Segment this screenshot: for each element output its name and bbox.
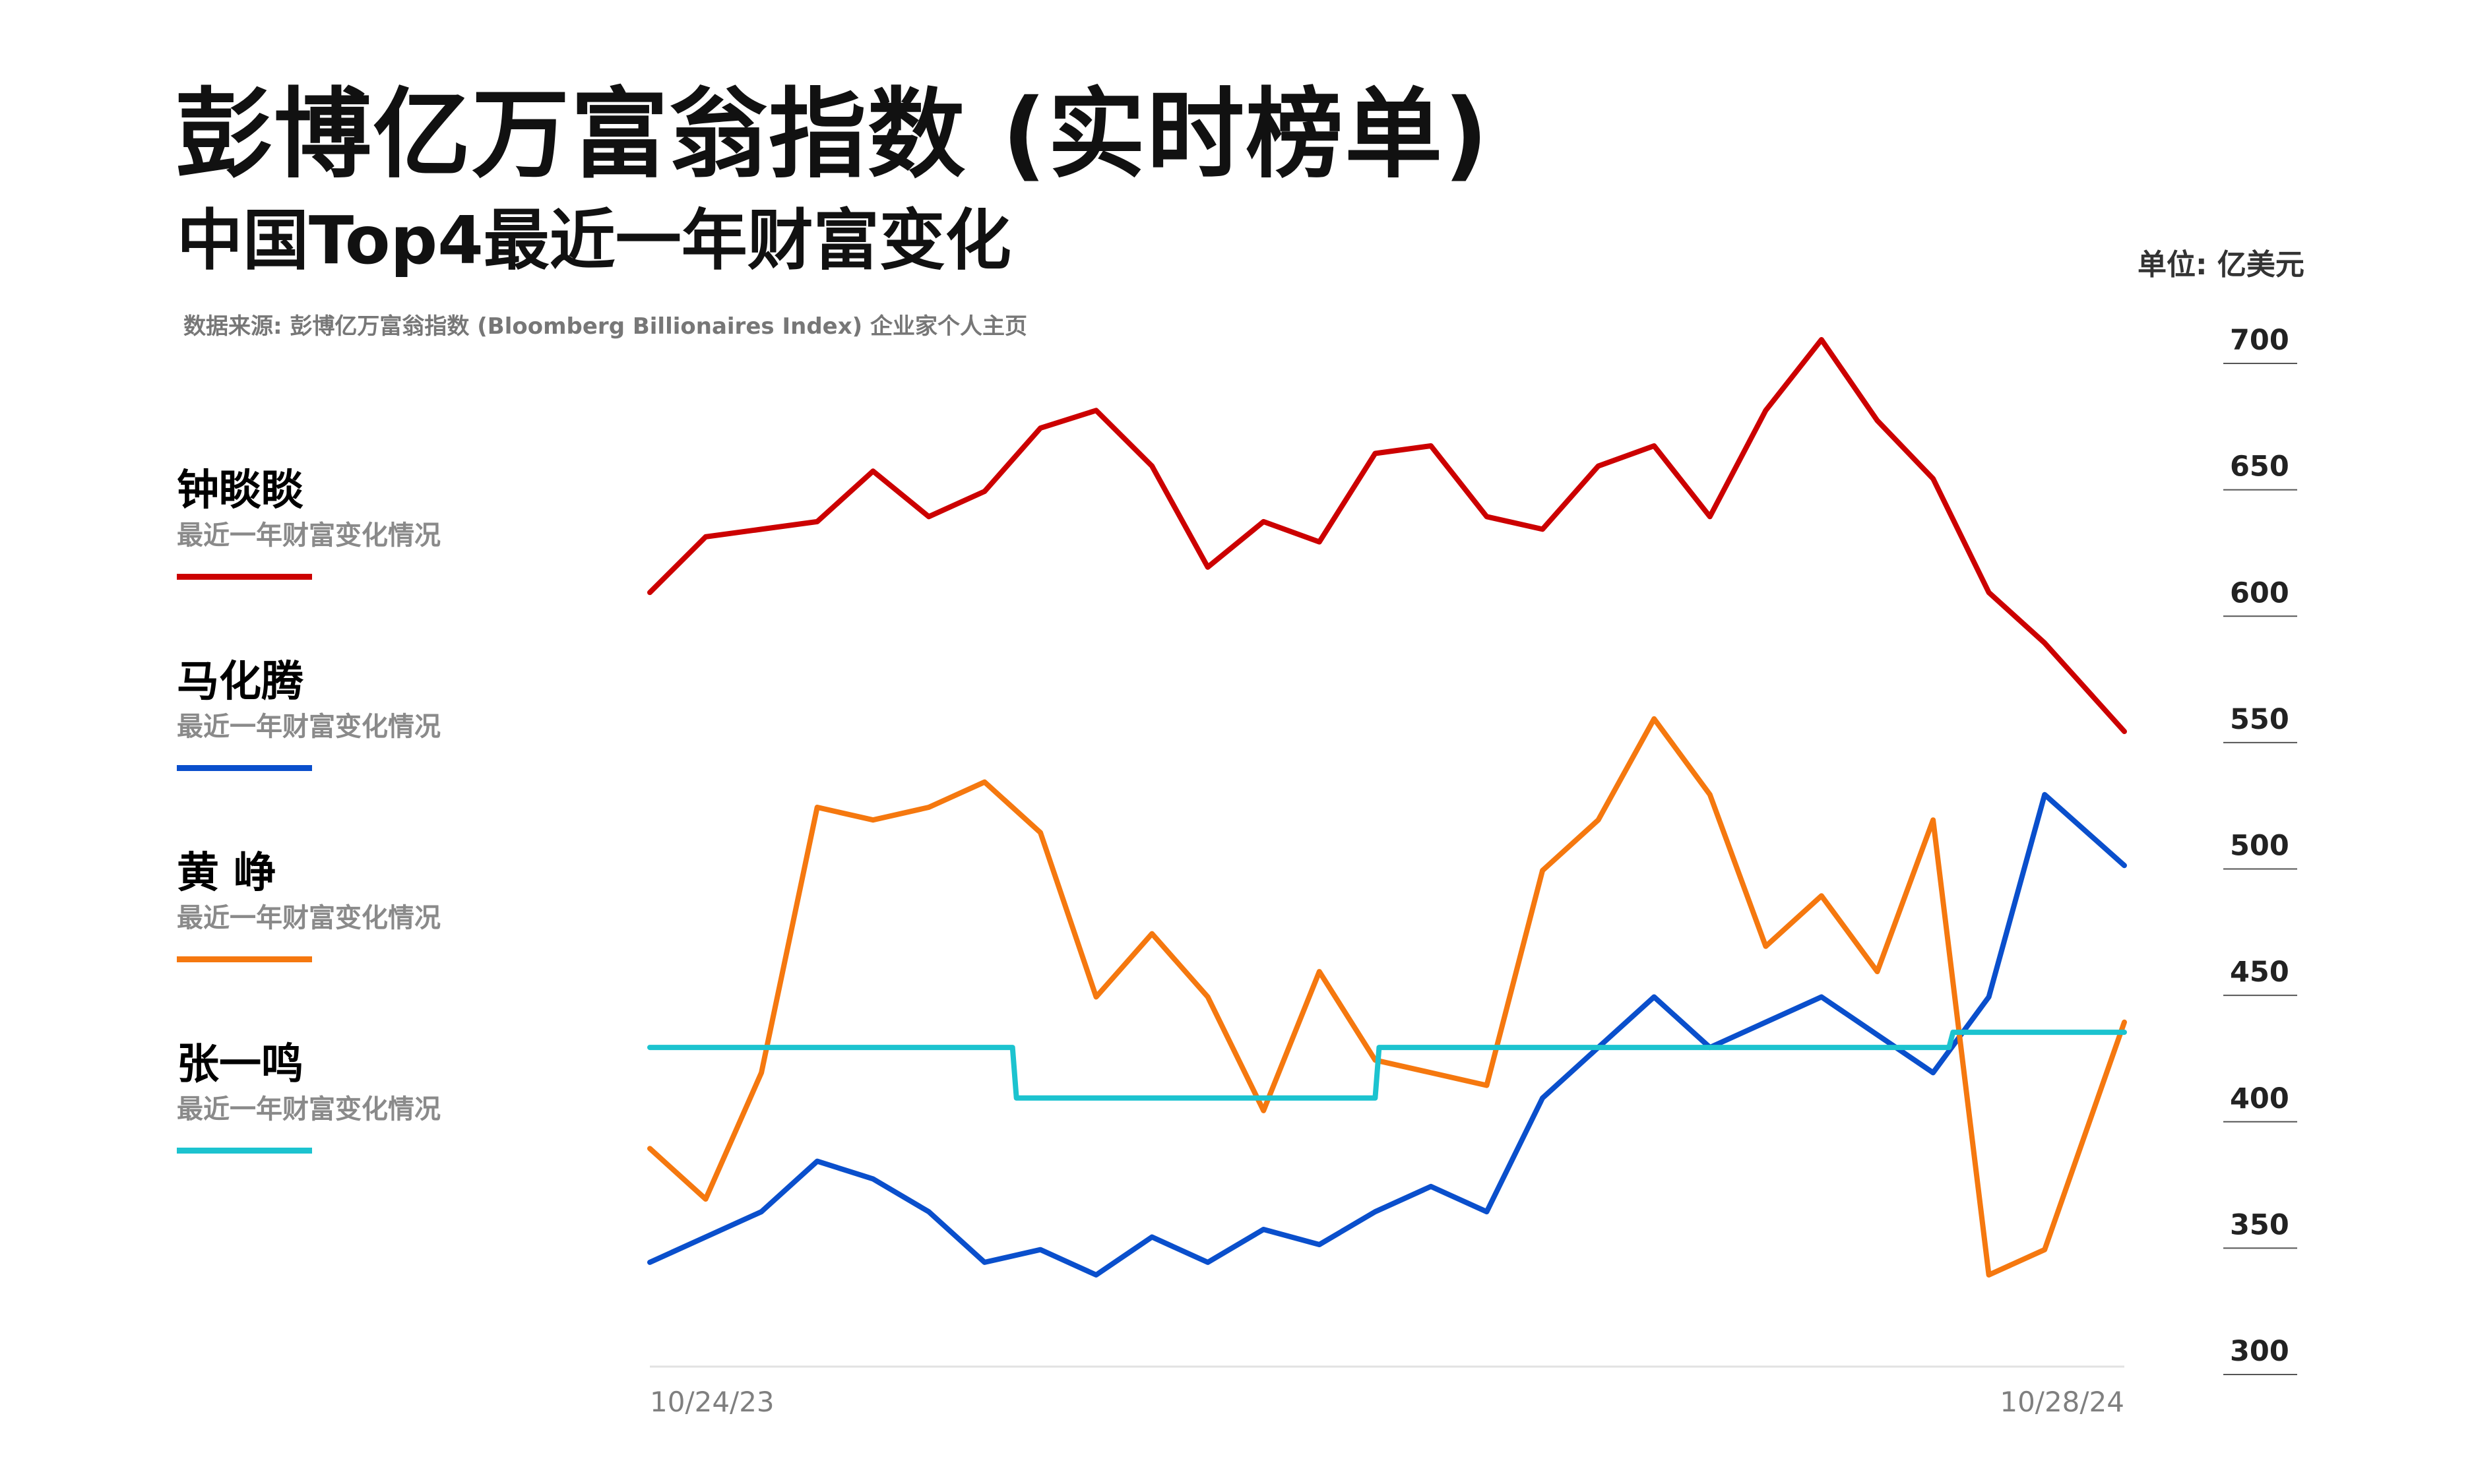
y-tick-label: 450 — [2230, 956, 2289, 989]
legend-item-zhong: 钟睒睒 最近一年财富变化情况 — [177, 470, 520, 602]
series-layer — [647, 337, 2127, 1278]
y-tick-label: 600 — [2230, 576, 2289, 609]
legend-swatch — [177, 574, 312, 580]
legend-desc: 最近一年财富变化情况 — [177, 903, 441, 933]
legend-swatch — [177, 765, 312, 771]
legend-desc: 最近一年财富变化情况 — [177, 712, 441, 742]
data-source-note: 数据来源: 彭博亿万富翁指数 (Bloomberg Billionaires I… — [183, 313, 1028, 340]
legend-name: 张一鸣 — [177, 1040, 303, 1089]
y-axis-unit-label: 单位: 亿美元 — [2138, 248, 2304, 282]
y-tick-label: 650 — [2230, 450, 2289, 483]
chart-title: 彭博亿万富翁指数 (实时榜单) — [175, 78, 1490, 191]
y-tick-label: 500 — [2230, 830, 2289, 863]
series-line-2 — [647, 716, 2127, 1278]
y-tick-label: 700 — [2230, 324, 2289, 357]
y-tick-label: 400 — [2230, 1082, 2289, 1115]
x-axis: 10/24/23 10/28/24 — [650, 1365, 2124, 1418]
y-axis: 700 650 600 550 500 450 400 350 300 — [2223, 324, 2297, 1375]
legend-swatch — [177, 956, 312, 962]
legend-item-huang: 黄 峥 最近一年财富变化情况 — [177, 852, 520, 984]
legend-desc: 最近一年财富变化情况 — [177, 520, 441, 551]
chart-subtitle: 中国Top4最近一年财富变化 — [177, 202, 1011, 279]
series-line-3 — [647, 1030, 2127, 1101]
x-tick-label: 10/28/24 — [2000, 1386, 2124, 1418]
y-tick-label: 550 — [2230, 703, 2289, 736]
legend-swatch — [177, 1148, 312, 1154]
legend-desc: 最近一年财富变化情况 — [177, 1094, 441, 1125]
legend-name: 黄 峥 — [177, 849, 276, 898]
y-tick-label: 300 — [2230, 1335, 2289, 1368]
legend-item-zhang: 张一鸣 最近一年财富变化情况 — [177, 1043, 520, 1175]
legend-item-ma: 马化腾 最近一年财富变化情况 — [177, 661, 520, 793]
legend-name: 马化腾 — [177, 658, 303, 706]
series-line-0 — [647, 337, 2127, 734]
y-tick-label: 350 — [2230, 1208, 2289, 1241]
legend-name: 钟睒睒 — [177, 466, 303, 515]
x-tick-label: 10/24/23 — [650, 1386, 775, 1418]
series-line-1 — [647, 791, 2127, 1278]
